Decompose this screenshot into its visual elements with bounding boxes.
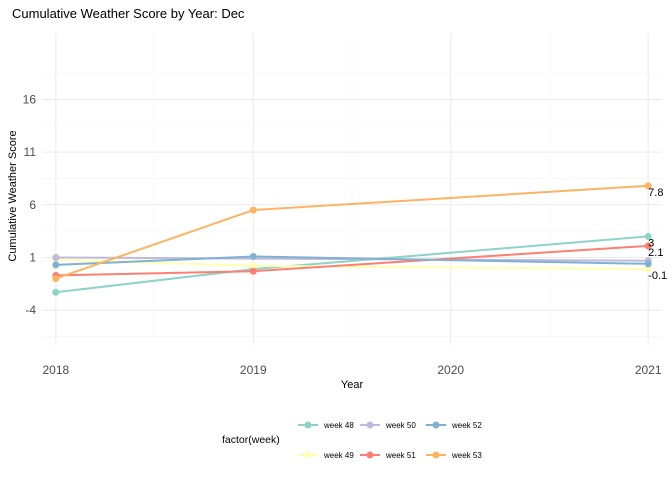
legend-label: week 51 <box>385 451 416 460</box>
grid <box>42 33 662 345</box>
legend-key-point <box>366 421 374 429</box>
y-tick-label: 11 <box>24 145 37 159</box>
legend-label: week 53 <box>451 451 482 460</box>
x-tick-label: 2018 <box>42 363 69 377</box>
legend-label: week 48 <box>323 421 354 430</box>
legend-title: factor(week) <box>222 434 280 446</box>
data-point-week-48 <box>644 232 652 240</box>
legend-key-point <box>432 421 440 429</box>
y-axis-title: Cumulative Weather Score <box>7 130 19 261</box>
data-point-week-53 <box>249 206 257 214</box>
x-axis-title: Year <box>341 379 364 391</box>
y-tick-label: -4 <box>25 303 36 317</box>
chart-title: Cumulative Weather Score by Year: Dec <box>12 6 245 21</box>
legend-label: week 49 <box>323 451 354 460</box>
y-tick-label: 16 <box>23 92 37 106</box>
legend-item: week 49 <box>298 451 354 460</box>
legend-item: week 52 <box>426 421 482 430</box>
data-point-week-50 <box>52 254 60 262</box>
legend-key-point <box>432 451 440 459</box>
legend-item: week 53 <box>426 451 482 460</box>
data-point-week-51 <box>249 267 257 275</box>
legend-key-point <box>366 451 374 459</box>
legend-key-point <box>304 421 312 429</box>
x-tick-labels: 2018 2019 2020 2021 <box>42 363 661 377</box>
legend-item: week 48 <box>298 421 354 430</box>
x-tick-label: 2021 <box>635 363 662 377</box>
end-labels: 3 -0.1 2.1 7.8 <box>648 187 667 282</box>
data-label-week-48: 3 <box>648 237 654 249</box>
data-label-week-53: 7.8 <box>648 187 663 199</box>
legend: week 48 week 49 week 50 week 51 week 52 week … <box>298 421 482 460</box>
data-point-week-53 <box>644 182 652 190</box>
data-point-week-53 <box>52 275 60 283</box>
legend-key-point <box>304 451 312 459</box>
x-tick-label: 2019 <box>240 363 267 377</box>
legend-label: week 52 <box>451 421 482 430</box>
data-point-week-52 <box>52 261 60 269</box>
legend-label: week 50 <box>385 421 416 430</box>
x-tick-label: 2020 <box>437 363 464 377</box>
legend-item: week 51 <box>360 451 416 460</box>
data-point-week-52 <box>249 252 257 260</box>
legend-item: week 50 <box>360 421 416 430</box>
data-point-week-48 <box>52 288 60 296</box>
y-tick-label: 6 <box>29 198 36 212</box>
data-point-week-52 <box>644 260 652 268</box>
data-label-week-49: -0.1 <box>648 270 667 282</box>
data-label-week-51: 2.1 <box>648 247 663 259</box>
data-point-week-51 <box>644 242 652 250</box>
series-points <box>52 182 652 296</box>
y-tick-label: 1 <box>29 251 36 265</box>
data-point-week-49 <box>249 262 257 270</box>
data-point-week-49 <box>644 265 652 273</box>
